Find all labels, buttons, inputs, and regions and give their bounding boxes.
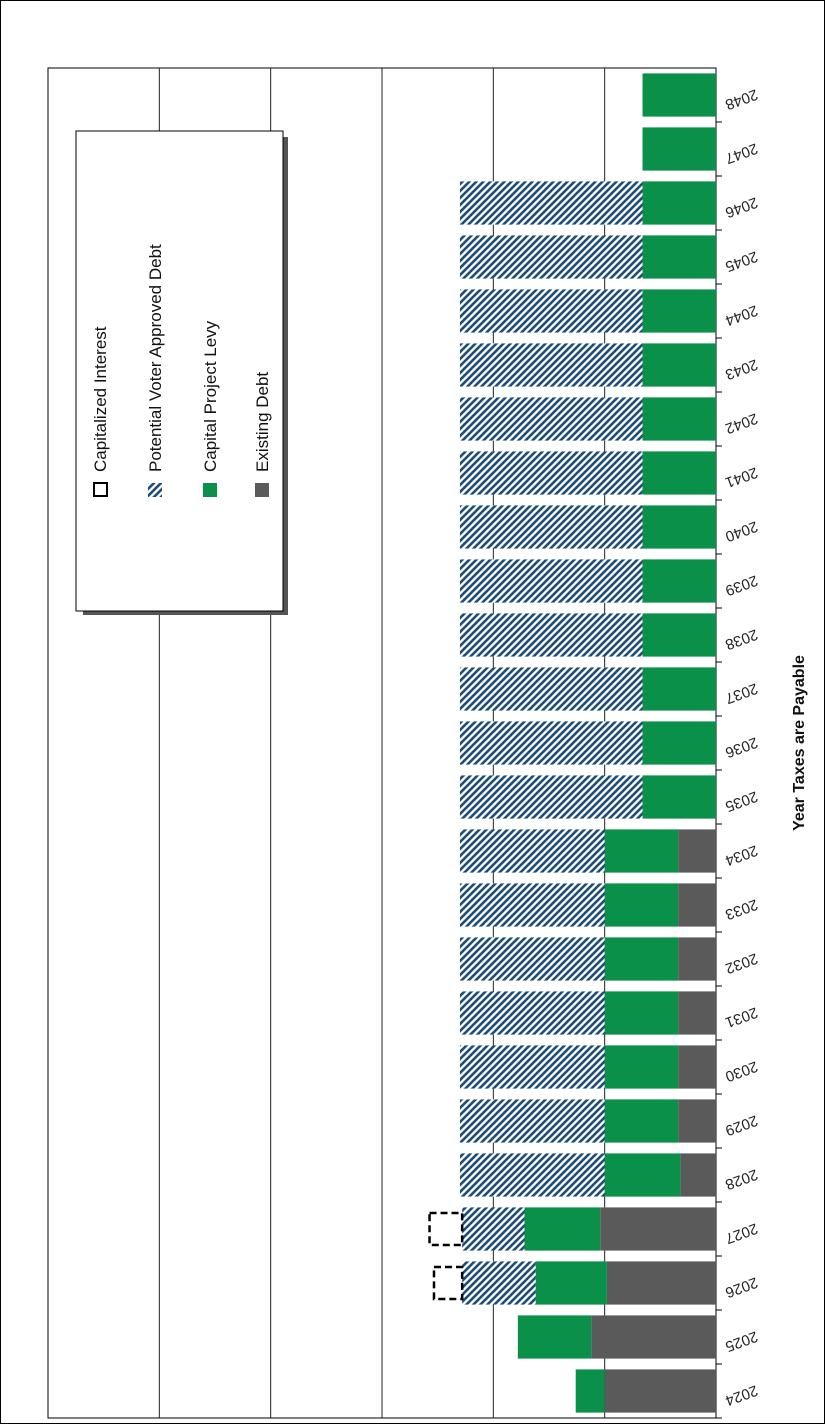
bar-segment-potential-voter-approved-debt: [459, 775, 643, 819]
bar-segment-potential-voter-approved-debt: [459, 1045, 605, 1089]
bar-segment-potential-voter-approved-debt: [459, 829, 605, 873]
bar-segment-potential-voter-approved-debt: [459, 937, 605, 981]
bar-segment-capital-project-levy: [642, 289, 716, 333]
x-axis-title: Year Taxes are Payable: [791, 655, 808, 831]
category-tick-label: 2037: [723, 680, 760, 707]
legend-label: Capitalized Interest: [91, 326, 110, 472]
bar-segment-capital-project-levy: [642, 613, 716, 657]
bar-segment-capital-project-levy: [604, 1045, 679, 1089]
category-tick-label: 2041: [723, 464, 760, 491]
bar-segment-capital-project-levy: [642, 235, 716, 279]
legend-swatch-capital-project-levy: [203, 483, 217, 497]
bar-segment-existing-debt: [591, 1315, 716, 1359]
legend-label: Capital Project Levy: [201, 320, 220, 472]
category-tick-label: 2031: [723, 1004, 760, 1031]
bar-segment-potential-voter-approved-debt: [459, 505, 643, 549]
legend-swatch-capitalized-interest: [93, 482, 108, 497]
category-tick-label: 2046: [723, 194, 760, 221]
legend-box: [75, 130, 284, 612]
bar-segment-potential-voter-approved-debt: [459, 883, 605, 927]
category-tick-label: 2033: [723, 896, 760, 923]
category-tick-label: 2025: [723, 1328, 760, 1355]
bar-segment-existing-debt: [678, 1099, 716, 1143]
bar-segment-capital-project-levy: [575, 1369, 605, 1413]
bar-segment-capital-project-levy: [642, 127, 716, 171]
bar-segment-capital-project-levy: [524, 1207, 601, 1251]
bar-segment-potential-voter-approved-debt: [459, 1099, 605, 1143]
legend: Capitalized Interest Potential Voter Appr…: [75, 130, 288, 615]
category-tick-label: 2045: [723, 248, 760, 275]
bar-segment-potential-voter-approved-debt: [459, 1153, 605, 1197]
bar-segment-capital-project-levy: [642, 181, 716, 225]
legend-swatch-existing-debt: [255, 483, 269, 497]
bar-segment-potential-voter-approved-debt: [459, 721, 643, 765]
category-tick-label: 2047: [723, 140, 760, 167]
bar-segment-potential-voter-approved-debt: [459, 667, 643, 711]
category-tick-label: 2038: [723, 626, 760, 653]
bar-segment-capital-project-levy: [642, 505, 716, 549]
bar-segment-capital-project-levy: [642, 667, 716, 711]
category-tick-label: 2024: [723, 1382, 760, 1409]
bar-segment-potential-voter-approved-debt: [459, 343, 643, 387]
bar-segment-potential-voter-approved-debt: [459, 397, 643, 441]
bar-segment-capital-project-levy: [642, 775, 716, 819]
bar-segment-capital-project-levy: [517, 1315, 592, 1359]
bar-segment-capitalized-interest: [428, 1211, 464, 1247]
category-tick-label: 2028: [723, 1166, 760, 1193]
category-tick-label: 2042: [723, 410, 760, 437]
bar-segment-potential-voter-approved-debt: [459, 991, 605, 1035]
category-tick-label: 2039: [723, 572, 760, 599]
bar-segment-capital-project-levy: [604, 991, 679, 1035]
bar-segment-capital-project-levy: [604, 1099, 679, 1143]
bar-segment-potential-voter-approved-debt: [459, 181, 643, 225]
bar-segment-existing-debt: [606, 1261, 716, 1305]
bar-segment-capital-project-levy: [604, 937, 679, 981]
bar-segment-capital-project-levy: [604, 1153, 681, 1197]
legend-label: Potential Voter Approved Debt: [146, 244, 165, 472]
bar-segment-existing-debt: [678, 1045, 716, 1089]
legend-label: Existing Debt: [253, 372, 272, 472]
bar-segment-potential-voter-approved-debt: [462, 1207, 525, 1251]
bar-segment-existing-debt: [678, 883, 716, 927]
bar-segment-capital-project-levy: [642, 73, 716, 117]
bar-segment-existing-debt: [680, 1153, 716, 1197]
bar-segment-capital-project-levy: [642, 559, 716, 603]
category-tick-label: 2029: [723, 1112, 760, 1139]
bar-segment-potential-voter-approved-debt: [462, 1261, 536, 1305]
bar-segment-capitalized-interest: [432, 1265, 464, 1301]
category-tick-label: 2026: [723, 1274, 760, 1301]
category-tick-label: 2034: [723, 842, 760, 869]
category-tick-label: 2040: [723, 518, 760, 545]
category-tick-label: 2044: [723, 302, 760, 329]
bar-segment-capital-project-levy: [604, 829, 679, 873]
bar-segment-existing-debt: [678, 991, 716, 1035]
legend-swatch-potential-voter-approved-debt: [148, 483, 162, 497]
bar-segment-capital-project-levy: [642, 451, 716, 495]
bar-segment-existing-debt: [678, 937, 716, 981]
bar-segment-potential-voter-approved-debt: [459, 559, 643, 603]
category-tick-label: 2030: [723, 1058, 760, 1085]
category-tick-label: 2043: [723, 356, 760, 383]
bar-segment-potential-voter-approved-debt: [459, 613, 643, 657]
bar-segment-capital-project-levy: [535, 1261, 607, 1305]
category-tick-label: 2027: [723, 1220, 760, 1247]
bar-segment-potential-voter-approved-debt: [459, 451, 643, 495]
category-tick-label: 2035: [723, 788, 760, 815]
bar-segment-existing-debt: [678, 829, 716, 873]
category-tick-label: 2036: [723, 734, 760, 761]
bar-segment-capital-project-levy: [604, 883, 679, 927]
bar-segment-capital-project-levy: [642, 397, 716, 441]
bar-segment-capital-project-levy: [642, 343, 716, 387]
category-tick-label: 2048: [723, 86, 760, 113]
bar-segment-existing-debt: [604, 1369, 716, 1413]
category-tick-label: 2032: [723, 950, 760, 977]
bar-segment-capital-project-levy: [642, 721, 716, 765]
bar-segment-potential-voter-approved-debt: [459, 289, 643, 333]
bar-segment-existing-debt: [600, 1207, 716, 1251]
bar-segment-potential-voter-approved-debt: [459, 235, 643, 279]
